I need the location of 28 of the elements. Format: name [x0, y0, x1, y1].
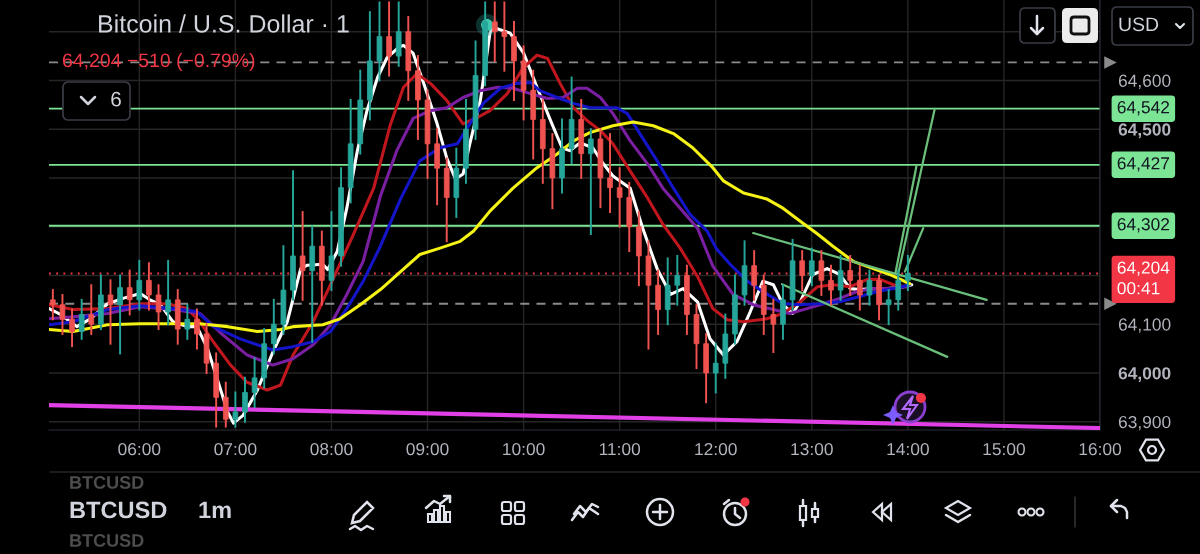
- x-tick-label: 14:00: [887, 442, 929, 456]
- x-tick-label: 07:00: [214, 442, 257, 456]
- text: USD: [1119, 17, 1159, 32]
- text: 64,204 −510 (−0.79%): [62, 52, 255, 72]
- y-tick-label: 64,500: [1118, 123, 1171, 139]
- x-tick-label: 16:00: [1079, 442, 1122, 456]
- x-tick-label: 08:00: [310, 442, 353, 456]
- y-tick-label: 64,100: [1118, 318, 1171, 333]
- x-tick-label: 11:00: [599, 442, 641, 456]
- y-tick-label: 63,900: [1118, 415, 1171, 431]
- x-tick-label: 15:00: [983, 442, 1025, 456]
- text: BTCUSD: [70, 501, 167, 519]
- x-tick-label: 10:00: [503, 442, 545, 456]
- ref-line-label: 64,542: [1117, 101, 1170, 116]
- text: 1m: [199, 501, 231, 519]
- x-tick-label: 13:00: [791, 442, 833, 456]
- x-tick-label: 06:00: [118, 442, 161, 456]
- y-tick-label: 64,600: [1118, 74, 1171, 89]
- text: BTCUSD: [70, 476, 144, 489]
- y-tick-label: 64,000: [1118, 367, 1171, 382]
- x-tick-label: 09:00: [406, 442, 449, 456]
- ref-line-label: 64,204 00:41: [1117, 261, 1170, 295]
- ref-line-label: 64,302: [1117, 218, 1170, 233]
- chart-title: Bitcoin / U.S. Dollar · 1: [99, 14, 349, 33]
- annotation: 6: [111, 91, 121, 107]
- x-tick-label: 12:00: [695, 442, 737, 456]
- ref-line-label: 64,427: [1117, 157, 1170, 172]
- text: BTCUSD: [70, 534, 144, 547]
